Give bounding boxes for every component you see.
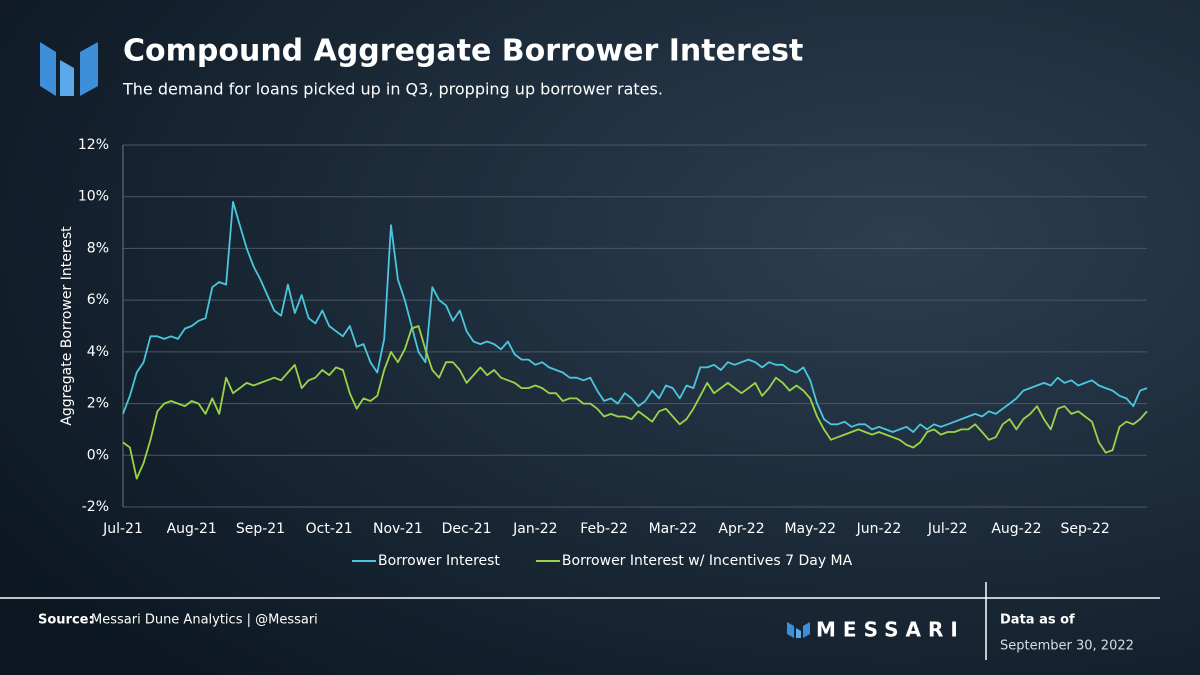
y-tick-label: 6%	[87, 292, 109, 308]
y-tick-label: 0%	[87, 447, 109, 463]
y-tick-label: 10%	[78, 189, 109, 205]
x-tick-label: Mar-22	[649, 521, 697, 537]
source: Messari Dune Analytics | @Messari	[91, 613, 318, 628]
x-tick-label: Apr-22	[718, 521, 764, 537]
x-tick-label: Feb-22	[580, 521, 628, 537]
y-axis-label: Aggregate Borrower Interest	[59, 226, 75, 426]
x-tick-label: Sep-21	[236, 521, 285, 537]
series-line	[122, 325, 1148, 480]
y-tick-label: 12%	[78, 137, 109, 153]
brand: MESSARI	[816, 618, 965, 642]
x-tick-label: Sep-22	[1061, 521, 1110, 537]
y-tick-label: 2%	[87, 396, 109, 412]
logo	[40, 42, 98, 96]
y-tick-label: 4%	[87, 344, 109, 360]
y-tick-label: 8%	[87, 240, 109, 256]
x-tick-label: Jan-22	[512, 521, 557, 537]
x-tick-label: Jul-21	[102, 521, 143, 537]
source-label: Source:	[38, 613, 94, 628]
x-tick-label: Aug-22	[991, 521, 1041, 537]
data-as-of-label: Data as of	[1000, 613, 1075, 628]
legend-label: Borrower Interest	[378, 553, 500, 569]
chart-title: Compound Aggregate Borrower Interest	[123, 34, 803, 69]
x-tick-label: Dec-21	[442, 521, 492, 537]
x-tick-label: Oct-21	[306, 521, 353, 537]
series-line	[122, 201, 1148, 433]
x-tick-label: May-22	[784, 521, 836, 537]
y-tick-label: -2%	[82, 499, 109, 515]
x-tick-label: Jul-22	[927, 521, 968, 537]
x-tick-label: Nov-21	[373, 521, 423, 537]
brand-logo	[787, 622, 810, 638]
x-tick-label: Jun-22	[856, 521, 902, 537]
legend-label: Borrower Interest w/ Incentives 7 Day MA	[562, 553, 853, 569]
x-tick-label: Aug-21	[167, 521, 217, 537]
subtitle: The demand for loans picked up in Q3, pr…	[122, 80, 663, 99]
data-as-of: September 30, 2022	[1000, 639, 1134, 654]
